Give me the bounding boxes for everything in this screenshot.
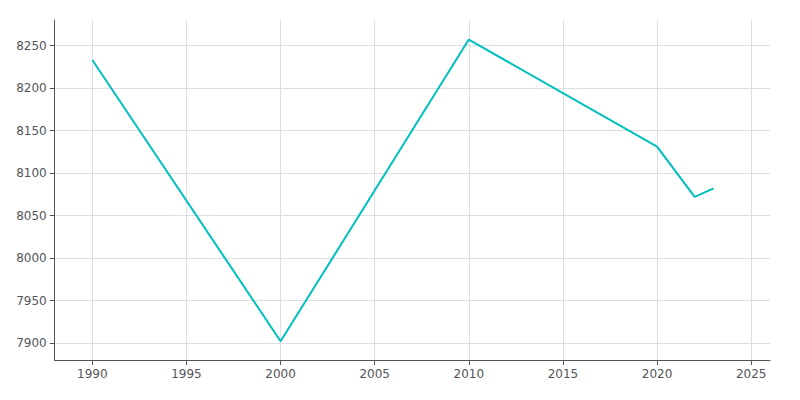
svg-text:8150: 8150: [16, 124, 47, 138]
svg-text:2010: 2010: [454, 367, 485, 381]
svg-text:7900: 7900: [16, 336, 47, 350]
svg-text:8100: 8100: [16, 166, 47, 180]
svg-text:1995: 1995: [171, 367, 202, 381]
svg-text:2015: 2015: [548, 367, 579, 381]
svg-text:2020: 2020: [642, 367, 673, 381]
svg-text:8000: 8000: [16, 251, 47, 265]
svg-text:7950: 7950: [16, 294, 47, 308]
svg-text:8050: 8050: [16, 209, 47, 223]
svg-text:8250: 8250: [16, 39, 47, 53]
svg-text:2000: 2000: [265, 367, 296, 381]
svg-text:2005: 2005: [359, 367, 390, 381]
svg-text:2025: 2025: [736, 367, 767, 381]
svg-text:8200: 8200: [16, 81, 47, 95]
svg-text:1990: 1990: [77, 367, 108, 381]
